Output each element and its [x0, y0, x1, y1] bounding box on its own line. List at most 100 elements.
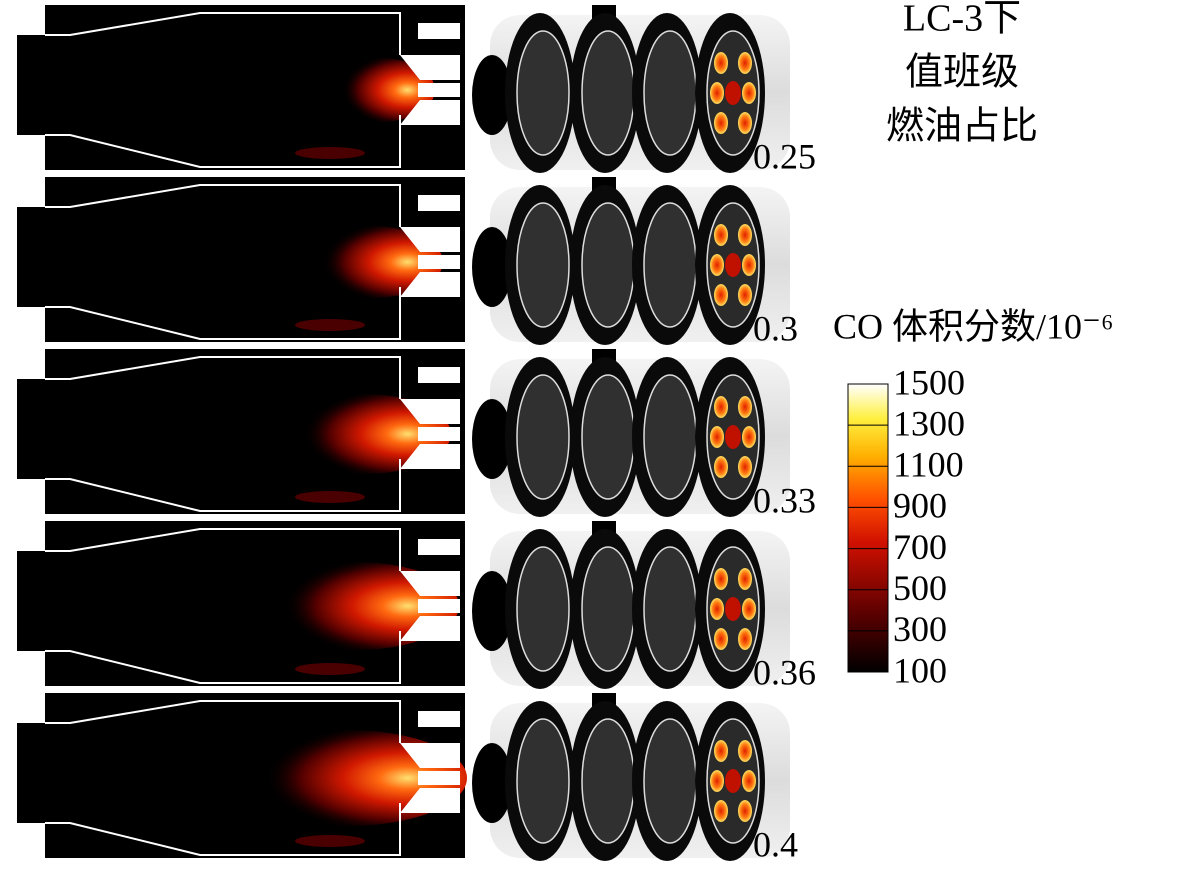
- row-label: 0.33: [753, 480, 816, 520]
- fuel-spot: [742, 598, 756, 620]
- nozzle: [418, 771, 460, 785]
- section-inner: [516, 374, 570, 500]
- flame: [253, 562, 459, 650]
- section-inner: [581, 718, 635, 844]
- section-inner: [516, 718, 570, 844]
- nozzle: [418, 427, 460, 441]
- section-inner: [643, 202, 697, 328]
- fuel-spot: [710, 426, 724, 448]
- section-inner: [643, 546, 697, 672]
- liner-bottom: [45, 459, 401, 512]
- outlet: [472, 55, 512, 135]
- panels: 0.25 0.3 0.33 0.36 0.4: [17, 5, 816, 864]
- fuel-spot: [742, 254, 756, 276]
- fuel-spot: [742, 426, 756, 448]
- swirler: [400, 444, 460, 469]
- fuel-spot: [714, 568, 728, 590]
- fuel-spot: [714, 284, 728, 306]
- section-inner: [643, 718, 697, 844]
- flame: [301, 226, 443, 298]
- colorbar-tick-label: 700: [893, 527, 947, 567]
- fuel-spot: [738, 224, 752, 246]
- section-inner: [581, 202, 635, 328]
- outlet: [472, 227, 512, 307]
- fuel-spot: [742, 770, 756, 792]
- swirler: [400, 55, 460, 80]
- liner-top: [45, 184, 401, 227]
- swirler: [400, 272, 460, 297]
- fuel-spot: [725, 597, 741, 621]
- section-inlet: [17, 35, 47, 135]
- flame-tail: [295, 147, 365, 159]
- flame-tail: [295, 663, 365, 675]
- fuel-spot: [714, 800, 728, 822]
- section-inner: [643, 30, 697, 156]
- flame-tail: [295, 835, 365, 847]
- liner-top: [45, 12, 401, 55]
- liner-top: [45, 700, 401, 743]
- fuel-spot: [725, 425, 741, 449]
- fuel-spot: [738, 740, 752, 762]
- nozzle: [418, 599, 460, 613]
- liner-bottom: [45, 115, 401, 168]
- fuel-spot: [714, 456, 728, 478]
- fuel-spot: [714, 740, 728, 762]
- swirler: [400, 100, 460, 125]
- fuel-spot: [725, 769, 741, 793]
- nozzle: [418, 195, 460, 211]
- colorbar-tick-label: 500: [893, 568, 947, 608]
- liner-bottom: [45, 631, 401, 684]
- outlet: [472, 399, 512, 479]
- colorbar-tick-label: 1300: [893, 403, 965, 443]
- colorbar-tick-label: 300: [893, 609, 947, 649]
- outlet: [472, 571, 512, 651]
- title-line: 值班级: [905, 52, 1019, 94]
- swirler: [400, 227, 460, 252]
- section-inlet: [17, 723, 47, 823]
- outlet: [472, 743, 512, 823]
- nozzle: [418, 23, 460, 39]
- colorbar-tick-label: 1500: [893, 362, 965, 402]
- section-inner: [516, 30, 570, 156]
- fuel-spot: [714, 52, 728, 74]
- flame: [325, 58, 435, 122]
- row-label: 0.25: [753, 136, 816, 176]
- fuel-spot: [738, 52, 752, 74]
- section-inner: [581, 546, 635, 672]
- nozzle: [418, 83, 460, 97]
- colorbar-label: CO 体积分数/10⁻⁶: [833, 306, 1114, 346]
- fuel-spot: [714, 628, 728, 650]
- fuel-spot: [710, 82, 724, 104]
- fuel-spot: [738, 568, 752, 590]
- section-inner: [516, 202, 570, 328]
- fuel-spot: [725, 253, 741, 277]
- fuel-spot: [714, 224, 728, 246]
- title-line: LC-3下: [903, 0, 1021, 40]
- colorbar-tick-label: 1100: [893, 445, 964, 485]
- fuel-spot: [725, 81, 741, 105]
- section-inlet: [17, 379, 47, 479]
- swirler: [400, 399, 460, 424]
- section-inner: [643, 374, 697, 500]
- row-label: 0.3: [753, 308, 798, 348]
- fuel-spot: [738, 456, 752, 478]
- colorbar: [847, 383, 889, 673]
- fuel-spot: [738, 800, 752, 822]
- fuel-spot: [714, 396, 728, 418]
- liner-bottom: [45, 803, 401, 856]
- fuel-spot: [710, 254, 724, 276]
- section-inner: [516, 546, 570, 672]
- swirler: [400, 616, 460, 641]
- title-line: 燃油占比: [886, 106, 1038, 148]
- nozzle: [418, 711, 460, 727]
- section-inlet: [17, 207, 47, 307]
- fuel-spot: [738, 396, 752, 418]
- section-inlet: [17, 551, 47, 651]
- section-inner: [581, 374, 635, 500]
- flame: [277, 394, 451, 474]
- nozzle: [418, 255, 460, 269]
- liner-bottom: [45, 287, 401, 340]
- colorbar-tick-label: 900: [893, 486, 947, 526]
- flame-tail: [295, 491, 365, 503]
